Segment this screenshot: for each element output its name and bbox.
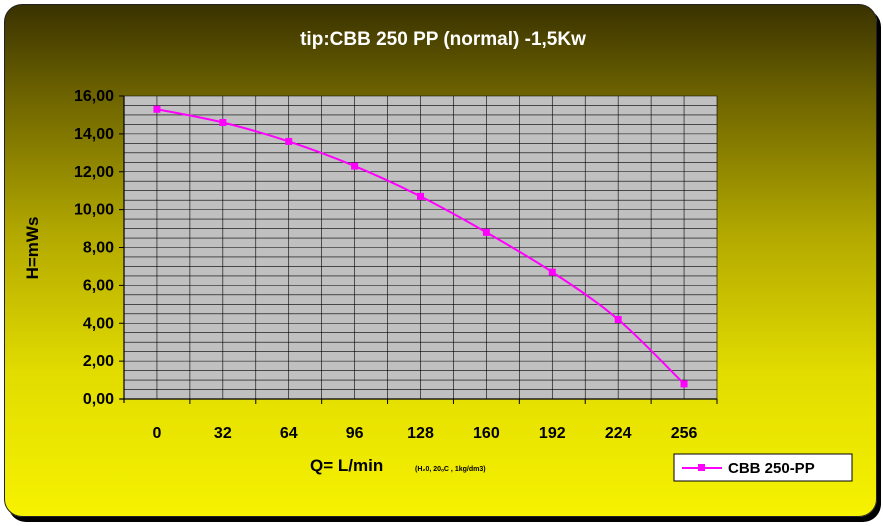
y-axis-label: H=mWs [23,217,42,280]
data-point [482,228,490,236]
y-tick-label: 14,00 [74,126,114,143]
data-point [548,268,556,276]
x-tick-label: 96 [346,425,364,442]
y-tick-label: 12,00 [74,164,114,181]
data-point [680,380,688,388]
data-point [417,192,424,200]
grid [120,95,718,403]
legend: CBB 250-PP [673,453,853,482]
x-axis-ticks: 0 32 64 96 128 160 192 224 256 [152,399,718,442]
data-point [285,137,293,145]
legend-marker-swatch [698,464,705,471]
x-tick-label: 0 [152,425,161,442]
y-tick-label: 4,00 [83,315,114,332]
x-tick-label: 256 [671,425,698,442]
y-tick-label: 16,00 [74,88,114,105]
y-tick-label: 2,00 [83,353,114,370]
data-point [219,119,227,127]
series [153,105,688,388]
data-point [614,315,622,323]
x-tick-label: 224 [605,425,632,442]
legend-label: CBB 250-PP [728,460,815,477]
x-tick-label: 32 [214,425,232,442]
x-tick-label: 192 [539,425,566,442]
chart-title: tip:CBB 250 PP (normal) -1,5Kw [300,29,586,50]
data-point [351,162,359,170]
y-tick-label: 0,00 [83,391,114,408]
x-tick-label: 160 [473,425,500,442]
x-tick-label: 64 [280,425,298,442]
y-axis-ticks: 0,00 2,00 4,00 6,00 8,00 10,00 12,00 14,00 16,00 [74,88,124,408]
y-tick-label: 10,00 [74,202,114,219]
y-tick-label: 8,00 [83,240,114,257]
x-axis-note: (H₂0, 20ₒC , 1kg/dm3) [415,466,486,473]
x-tick-label: 128 [407,425,434,442]
x-axis-label: Q= L/min [310,456,383,475]
y-tick-label: 6,00 [83,277,114,294]
data-point [153,105,161,113]
